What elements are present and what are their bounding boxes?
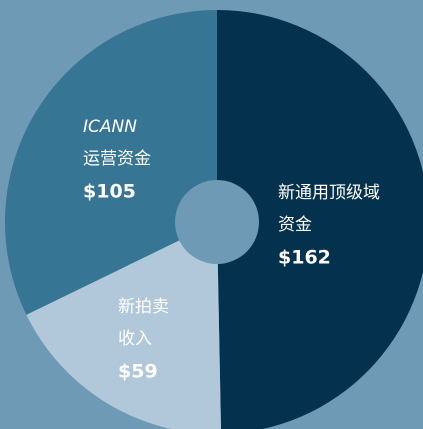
slice-label: 收入 xyxy=(118,329,152,349)
slice-label: 运营资金 xyxy=(83,149,151,169)
slice-label: 新拍卖 xyxy=(118,297,169,317)
pie-slice xyxy=(217,10,423,429)
donut-hole xyxy=(175,180,259,264)
pie-slice xyxy=(26,222,221,429)
slice-label: 资金 xyxy=(278,215,312,235)
value-label: $105 xyxy=(83,181,136,203)
slice-label: ICANN xyxy=(83,117,137,137)
pie-slice xyxy=(4,10,218,315)
slice-label: 新通用顶级域 xyxy=(278,183,380,203)
value-label: $59 xyxy=(118,361,158,383)
value-label: $162 xyxy=(278,247,331,269)
